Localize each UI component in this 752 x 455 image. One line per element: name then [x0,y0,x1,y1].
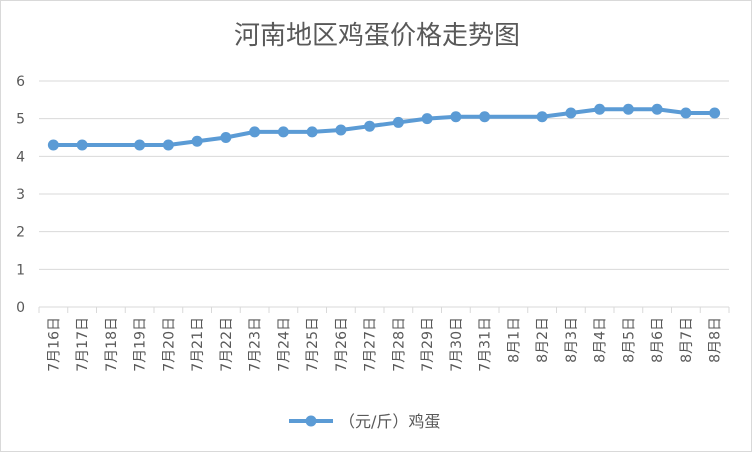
data-point [220,132,232,143]
x-tick-label: 7月22日 [219,317,235,372]
x-tick-label: 7月30日 [449,317,465,372]
x-tick-label: 7月29日 [420,317,436,372]
y-tick-label: 3 [16,187,25,203]
data-point [306,126,318,138]
y-tick-label: 5 [16,112,25,128]
data-point [277,126,289,138]
x-tick-label: 8月6日 [650,317,666,363]
series-group [47,103,721,151]
data-point [479,111,491,123]
series-line [53,107,715,148]
x-tick-label: 8月1日 [506,317,522,363]
data-point [335,124,347,136]
x-tick-label: 8月4日 [593,317,609,363]
legend-marker [305,415,317,427]
x-tick-label: 7月25日 [305,317,321,372]
data-point [421,113,433,125]
x-tick-label: 7月24日 [276,317,292,372]
y-axis-ticks: 0 1 2 3 4 5 6 [16,74,25,316]
data-point [709,107,721,119]
x-tick-label: 7月27日 [363,317,379,372]
grid-lines [38,80,730,313]
x-tick-label: 7月18日 [104,317,120,372]
data-point [651,103,663,115]
data-point [134,139,146,151]
data-point [364,120,376,132]
x-tick-label: 8月8日 [708,317,724,363]
x-axis-ticks: 7月16日 7月17日 7月18日 7月19日 7月20日 7月21日 7月22日 7月23日… [46,317,723,372]
x-tick-label: 8月7日 [679,317,695,363]
x-tick-label: 7月23日 [248,317,264,372]
x-tick-label: 7月17日 [75,317,91,372]
data-point [594,103,606,115]
y-tick-label: 6 [16,74,25,90]
chart-title: 河南地区鸡蛋价格走势图 [234,21,520,51]
x-tick-label: 8月3日 [564,317,580,363]
data-point [76,139,88,151]
x-tick-label: 7月31日 [478,317,494,372]
x-tick-label: 7月19日 [133,317,149,372]
x-tick-label: 7月21日 [190,317,206,372]
y-tick-label: 1 [16,262,25,278]
data-point [191,135,203,147]
data-point [622,103,634,115]
legend: （元/斤）鸡蛋 [289,412,440,431]
y-tick-label: 4 [16,149,25,165]
data-point [392,116,404,128]
data-point [565,107,577,119]
data-point [249,126,261,138]
x-tick-label: 7月28日 [391,317,407,372]
data-point [47,139,59,151]
x-tick-label: 8月2日 [535,317,551,363]
x-tick-label: 7月26日 [334,317,350,372]
data-point [162,139,174,151]
y-tick-label: 0 [16,300,25,316]
legend-label: （元/斤）鸡蛋 [339,412,440,431]
x-tick-label: 7月16日 [46,317,62,372]
data-point [680,107,692,119]
x-tick-label: 7月20日 [161,317,177,372]
y-tick-label: 2 [16,225,25,241]
data-point [450,111,462,123]
data-point [536,111,548,123]
x-tick-label: 8月5日 [621,317,637,363]
